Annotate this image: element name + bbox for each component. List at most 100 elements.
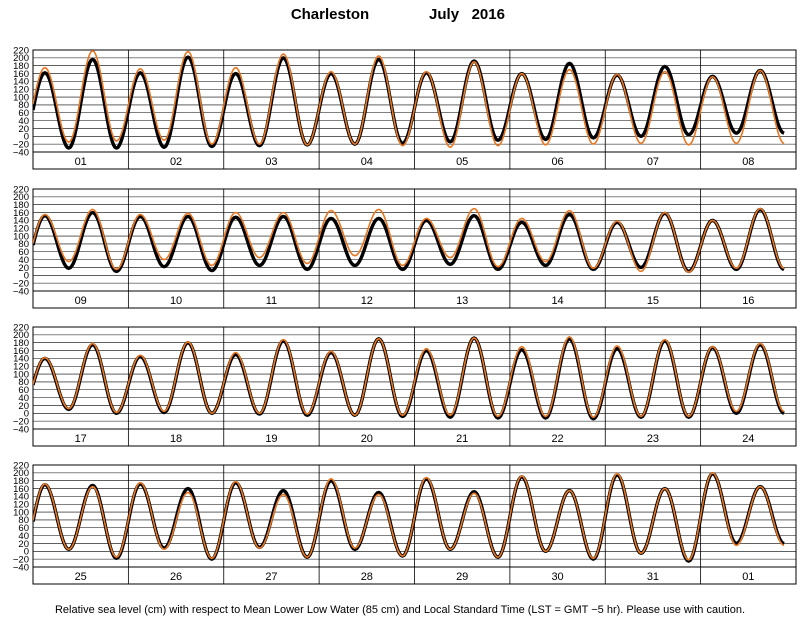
y-tick-label: 20 <box>18 539 29 550</box>
y-tick-label: 80 <box>18 239 29 250</box>
y-tick-label: 200 <box>13 468 29 479</box>
y-tick-label: 140 <box>13 354 29 365</box>
y-tick-label: 0 <box>24 271 29 282</box>
y-tick-label: 40 <box>18 255 29 266</box>
predicted-tide-line <box>33 207 785 273</box>
footer-note: Relative sea level (cm) with respect to … <box>55 604 745 616</box>
y-tick-label: 180 <box>13 476 29 487</box>
day-label: 11 <box>266 295 277 307</box>
day-label: 20 <box>361 433 373 445</box>
day-label: 31 <box>647 571 659 583</box>
day-label: 30 <box>551 571 563 583</box>
panel-frame <box>32 464 797 585</box>
y-tick-label: −40 <box>13 562 29 573</box>
day-label: 25 <box>75 571 87 583</box>
y-tick-label: −40 <box>13 424 29 435</box>
y-tick-label: 0 <box>24 547 29 558</box>
y-tick-label: 60 <box>18 108 29 119</box>
day-label: 18 <box>170 433 182 445</box>
day-label: 04 <box>361 156 373 168</box>
day-label: 29 <box>456 571 468 583</box>
day-label: 02 <box>170 156 182 168</box>
y-tick-label: 0 <box>24 132 29 143</box>
y-tick-label: 140 <box>13 492 29 503</box>
y-tick-label: 80 <box>18 100 29 111</box>
y-tick-label: 220 <box>13 184 29 195</box>
day-label: 13 <box>456 295 468 307</box>
day-label: 27 <box>265 571 277 583</box>
day-label: 12 <box>361 295 373 307</box>
y-tick-label: 200 <box>13 330 29 341</box>
day-label: 19 <box>265 433 277 445</box>
day-label: 28 <box>361 571 373 583</box>
y-tick-label: 220 <box>13 322 29 333</box>
day-label: 23 <box>647 433 659 445</box>
y-tick-label: 40 <box>18 116 29 127</box>
y-tick-label: 200 <box>13 53 29 64</box>
day-label: 03 <box>265 156 277 168</box>
title-station: Charleston <box>291 6 369 23</box>
y-tick-label: 80 <box>18 515 29 526</box>
y-tick-label: −40 <box>13 147 29 158</box>
y-tick-label: 180 <box>13 338 29 349</box>
predicted-tide-line <box>33 336 785 419</box>
y-tick-label: −20 <box>13 278 29 289</box>
y-tick-label: 200 <box>13 192 29 203</box>
predicted-tide-line <box>33 472 785 561</box>
day-label: 14 <box>551 295 563 307</box>
title-month-year: July 2016 <box>429 6 505 23</box>
y-tick-label: −40 <box>13 286 29 297</box>
y-tick-label: 160 <box>13 346 29 357</box>
day-label: 15 <box>647 295 659 307</box>
y-tick-label: −20 <box>13 554 29 565</box>
day-label: 21 <box>456 433 468 445</box>
y-tick-label: 120 <box>13 362 29 373</box>
y-tick-label: 220 <box>13 460 29 471</box>
y-tick-label: −20 <box>13 416 29 427</box>
day-label: 10 <box>170 295 182 307</box>
y-tick-label: 60 <box>18 523 29 534</box>
y-tick-label: 140 <box>13 77 29 88</box>
day-label: 16 <box>742 295 754 307</box>
y-tick-label: 220 <box>13 45 29 56</box>
y-tick-label: 80 <box>18 377 29 388</box>
day-label: 07 <box>647 156 659 168</box>
y-tick-label: 100 <box>13 231 29 242</box>
y-tick-label: 160 <box>13 69 29 80</box>
y-tick-label: 60 <box>18 385 29 396</box>
day-label: 17 <box>75 433 87 445</box>
y-tick-label: 20 <box>18 401 29 412</box>
day-label: 06 <box>551 156 563 168</box>
day-label: 24 <box>742 433 754 445</box>
y-tick-label: 60 <box>18 247 29 258</box>
y-tick-label: 140 <box>13 216 29 227</box>
y-tick-label: 100 <box>13 507 29 518</box>
y-tick-label: 160 <box>13 484 29 495</box>
panel-frame <box>32 326 797 447</box>
y-tick-label: 0 <box>24 409 29 420</box>
day-label: 05 <box>456 156 468 168</box>
predicted-tide-line <box>33 50 785 149</box>
y-tick-label: 100 <box>13 369 29 380</box>
y-tick-label: 180 <box>13 61 29 72</box>
y-tick-label: −20 <box>13 139 29 150</box>
y-tick-label: 100 <box>13 92 29 103</box>
day-label: 09 <box>75 295 87 307</box>
day-label: 08 <box>742 156 754 168</box>
panel-frame <box>32 188 797 309</box>
y-tick-label: 120 <box>13 85 29 96</box>
y-tick-label: 40 <box>18 393 29 404</box>
day-label: 26 <box>170 571 182 583</box>
y-tick-label: 120 <box>13 500 29 511</box>
y-tick-label: 20 <box>18 263 29 274</box>
y-tick-label: 20 <box>18 124 29 135</box>
y-tick-label: 160 <box>13 208 29 219</box>
y-tick-label: 40 <box>18 531 29 542</box>
y-tick-label: 120 <box>13 224 29 235</box>
